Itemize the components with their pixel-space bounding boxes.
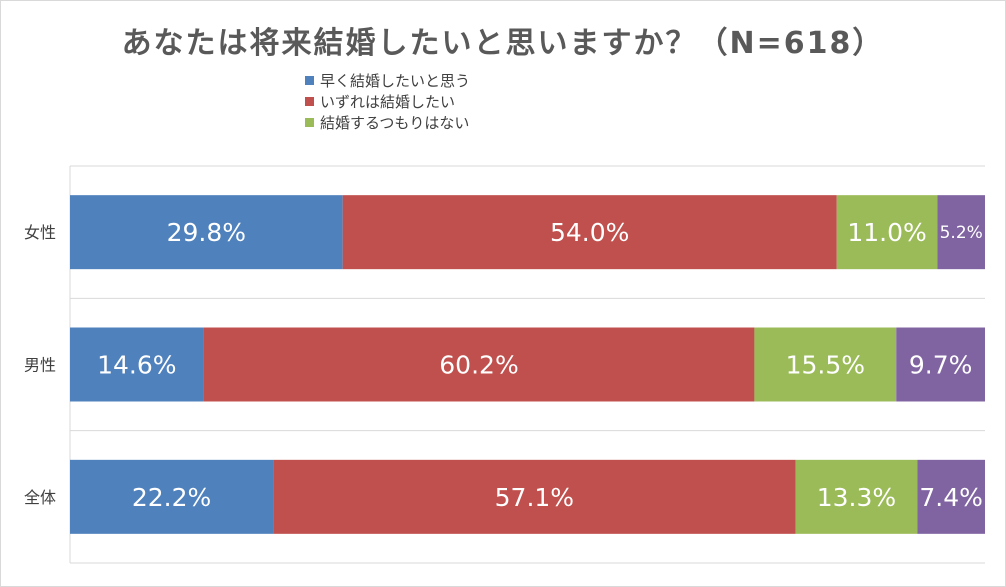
data-label-1-0: 14.6% [97,351,176,380]
category-label-1: 男性 [24,356,56,375]
bar-0-1 [342,195,837,270]
bar-0-0 [70,195,343,270]
data-label-2-0: 22.2% [132,483,211,512]
legend-label-2: 結婚するつもりはない [320,114,470,132]
data-label-1-3: 9.7% [909,351,973,380]
bar-0-3 [937,195,985,270]
legend-item-1: いずれは結婚したい [305,91,470,112]
data-label-0-2: 11.0% [847,218,926,247]
legend-item-0: 早く結婚したいと思う [305,70,470,91]
data-label-0-0: 29.8% [167,218,246,247]
bar-1-3 [896,327,985,402]
data-label-2-2: 13.3% [817,483,896,512]
legend-label-1: いずれは結婚したい [320,93,456,111]
legend-swatch-0 [305,76,314,85]
data-label-2-3: 7.4% [919,483,983,512]
data-label-2-1: 57.1% [495,483,574,512]
bar-2-2 [795,459,918,534]
data-label-1-2: 15.5% [786,351,865,380]
legend: 早く結婚したいと思う いずれは結婚したい 結婚するつもりはない [305,70,470,133]
legend-swatch-2 [305,118,314,127]
legend-swatch-1 [305,97,314,106]
legend-label-0: 早く結婚したいと思う [320,72,471,90]
category-label-0: 女性 [24,223,56,242]
category-label-2: 全体 [24,488,56,507]
chart-title: あなたは将来結婚したいと思いますか？（N=618） [121,26,885,61]
bar-1-2 [754,327,897,402]
bar-2-0 [70,459,274,534]
legend-item-2: 結婚するつもりはない [305,112,470,133]
bar-1-1 [203,327,755,402]
data-label-0-1: 54.0% [550,218,629,247]
bar-2-3 [917,459,985,534]
bar-2-1 [273,459,796,534]
data-label-0-3: 5.2% [940,223,983,243]
bar-0-2 [836,195,938,270]
data-label-1-1: 60.2% [439,351,518,380]
bar-1-0 [70,327,204,402]
